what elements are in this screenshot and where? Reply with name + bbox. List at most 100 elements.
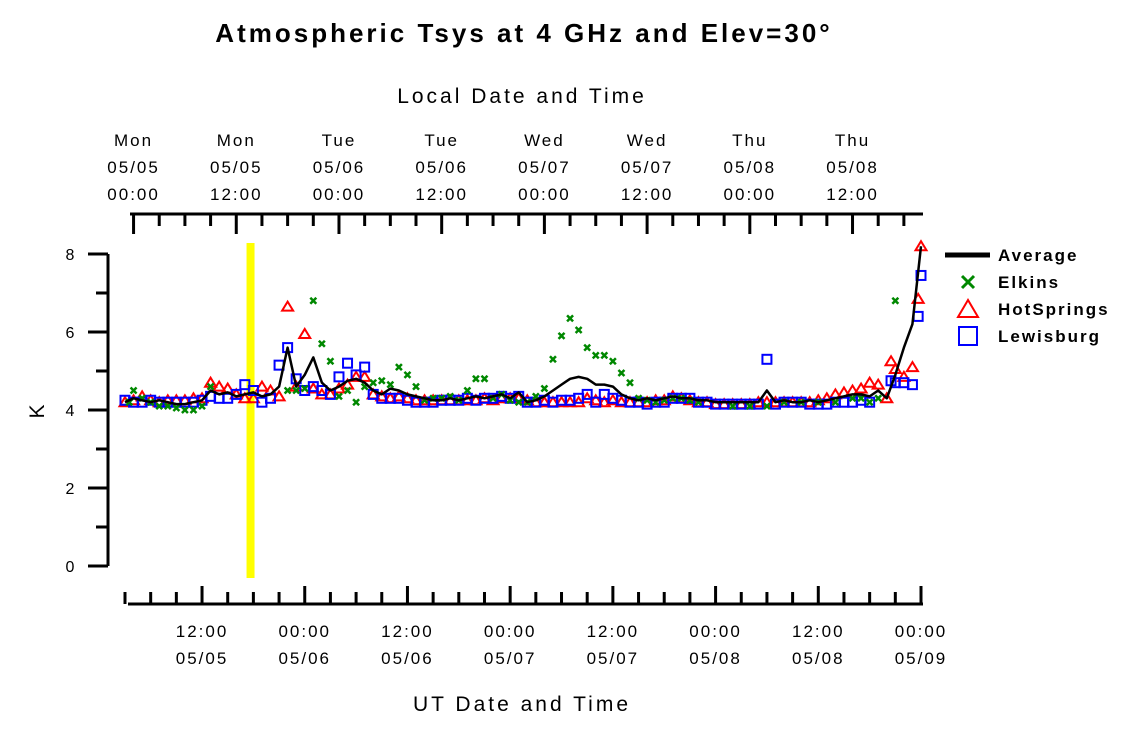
hotsprings-point	[588, 393, 604, 406]
elkins-point	[369, 378, 378, 387]
elkins-point	[163, 402, 172, 410]
hotsprings-point	[211, 379, 227, 392]
top-tick-day: Mon	[217, 131, 256, 150]
hotsprings-point	[254, 379, 270, 392]
lewisburg-point	[590, 396, 602, 408]
hotsprings-point	[853, 381, 869, 394]
lewisburg-point	[761, 353, 773, 365]
bottom-tick-time: 00:00	[895, 622, 948, 641]
elkins-point	[557, 332, 566, 340]
elkins-point	[745, 402, 754, 410]
elkins-point	[848, 394, 857, 403]
elkins-point	[309, 296, 318, 305]
legend-swatch-square	[958, 326, 978, 346]
legend-swatch-triangle	[956, 298, 980, 318]
hotsprings-point	[905, 360, 920, 373]
hotsprings-point	[271, 389, 287, 402]
elkins-point	[181, 406, 189, 414]
lewisburg-point	[864, 396, 876, 408]
hotsprings-point	[597, 395, 612, 408]
elkins-point	[574, 326, 583, 334]
top-tick-day: Tue	[322, 131, 357, 150]
elkins-point	[335, 392, 343, 401]
elkins-point	[608, 357, 617, 366]
elkins-point	[377, 376, 386, 385]
bottom-axis-title: UT Date and Time	[413, 693, 631, 716]
lewisburg-point	[342, 357, 354, 369]
top-tick-day: Thu	[732, 131, 767, 150]
bottom-tick-time: 12:00	[792, 622, 845, 641]
lewisburg-point	[912, 310, 924, 322]
elkins-point	[583, 343, 592, 352]
legend-label: Elkins	[998, 273, 1060, 292]
elkins-point	[891, 296, 900, 305]
hotsprings-point	[896, 369, 912, 382]
hotsprings-point	[537, 395, 552, 408]
y-tick-label: 2	[66, 481, 75, 498]
bottom-tick-date: 05/06	[381, 649, 434, 668]
hotsprings-point	[614, 395, 629, 408]
hotsprings-point	[297, 327, 313, 339]
elkins-point	[728, 402, 737, 410]
bottom-tick-date: 05/06	[278, 649, 331, 668]
legend-item-average: Average	[945, 246, 1078, 265]
y-tick-label: 4	[66, 403, 75, 420]
elkins-point	[540, 384, 549, 393]
bottom-axis: 12:00 05/05 00:00 05/06 12:00 05/06 00:00 05/07…	[123, 586, 948, 668]
legend: Average Elkins HotSprings Lewisburg	[945, 246, 1108, 346]
top-tick-date: 05/05	[107, 158, 160, 177]
elkins-point	[857, 394, 865, 403]
elkins-point	[480, 374, 489, 383]
top-tick-day: Thu	[835, 131, 870, 150]
lewisburg-point	[752, 398, 764, 410]
elkins-point	[874, 394, 883, 403]
elkins-point	[189, 406, 198, 414]
elkins-point	[626, 378, 634, 387]
lewisburg-point	[239, 379, 251, 391]
hotsprings-point	[408, 393, 424, 406]
bottom-tick-time: 00:00	[278, 622, 331, 641]
top-tick-day: Wed	[627, 131, 668, 150]
lewisburg-point	[247, 385, 259, 396]
elkins-point	[763, 402, 771, 410]
elkins-point	[549, 355, 557, 364]
hotsprings-point	[246, 391, 261, 404]
bottom-tick-date: 05/07	[587, 649, 640, 668]
elkins-point	[463, 386, 472, 395]
elkins-point	[591, 351, 600, 360]
legend-swatch-x	[960, 274, 976, 290]
hotsprings-point	[879, 391, 895, 404]
elkins-point	[326, 357, 335, 366]
elkins-point	[395, 363, 403, 371]
top-tick-day: Mon	[114, 131, 153, 150]
lewisburg-point	[581, 388, 593, 400]
top-tick-date: 05/05	[210, 158, 263, 177]
hotsprings-point	[280, 299, 295, 312]
elkins-point	[300, 384, 309, 393]
legend-label: Average	[998, 246, 1078, 265]
hotsprings-point	[883, 354, 899, 367]
top-tick-date: 05/06	[313, 158, 366, 177]
y-tick-label: 0	[66, 559, 75, 576]
bottom-tick-date: 05/09	[895, 649, 948, 668]
hotsprings-point	[357, 369, 372, 382]
current-time-marker	[246, 243, 255, 578]
bottom-tick-time: 12:00	[587, 622, 640, 641]
bottom-tick-time: 12:00	[381, 622, 434, 641]
elkins-point	[352, 398, 360, 407]
elkins-point	[317, 339, 326, 348]
top-axis-title: Local Date and Time	[397, 85, 647, 108]
top-tick-time: 00:00	[518, 185, 571, 204]
top-tick-date: 05/07	[621, 158, 674, 177]
hotsprings-point	[348, 369, 364, 382]
top-tick-time: 00:00	[107, 185, 160, 204]
hotsprings-point	[862, 375, 877, 388]
elkins-point	[600, 351, 609, 360]
legend-item-elkins: Elkins	[960, 273, 1060, 292]
y-tick-label: 6	[66, 325, 75, 342]
hotsprings-point	[400, 391, 415, 404]
y-tick-label: 8	[66, 247, 75, 264]
elkins-point	[343, 386, 352, 395]
y-axis: 0 2 4 6 8	[66, 247, 110, 576]
